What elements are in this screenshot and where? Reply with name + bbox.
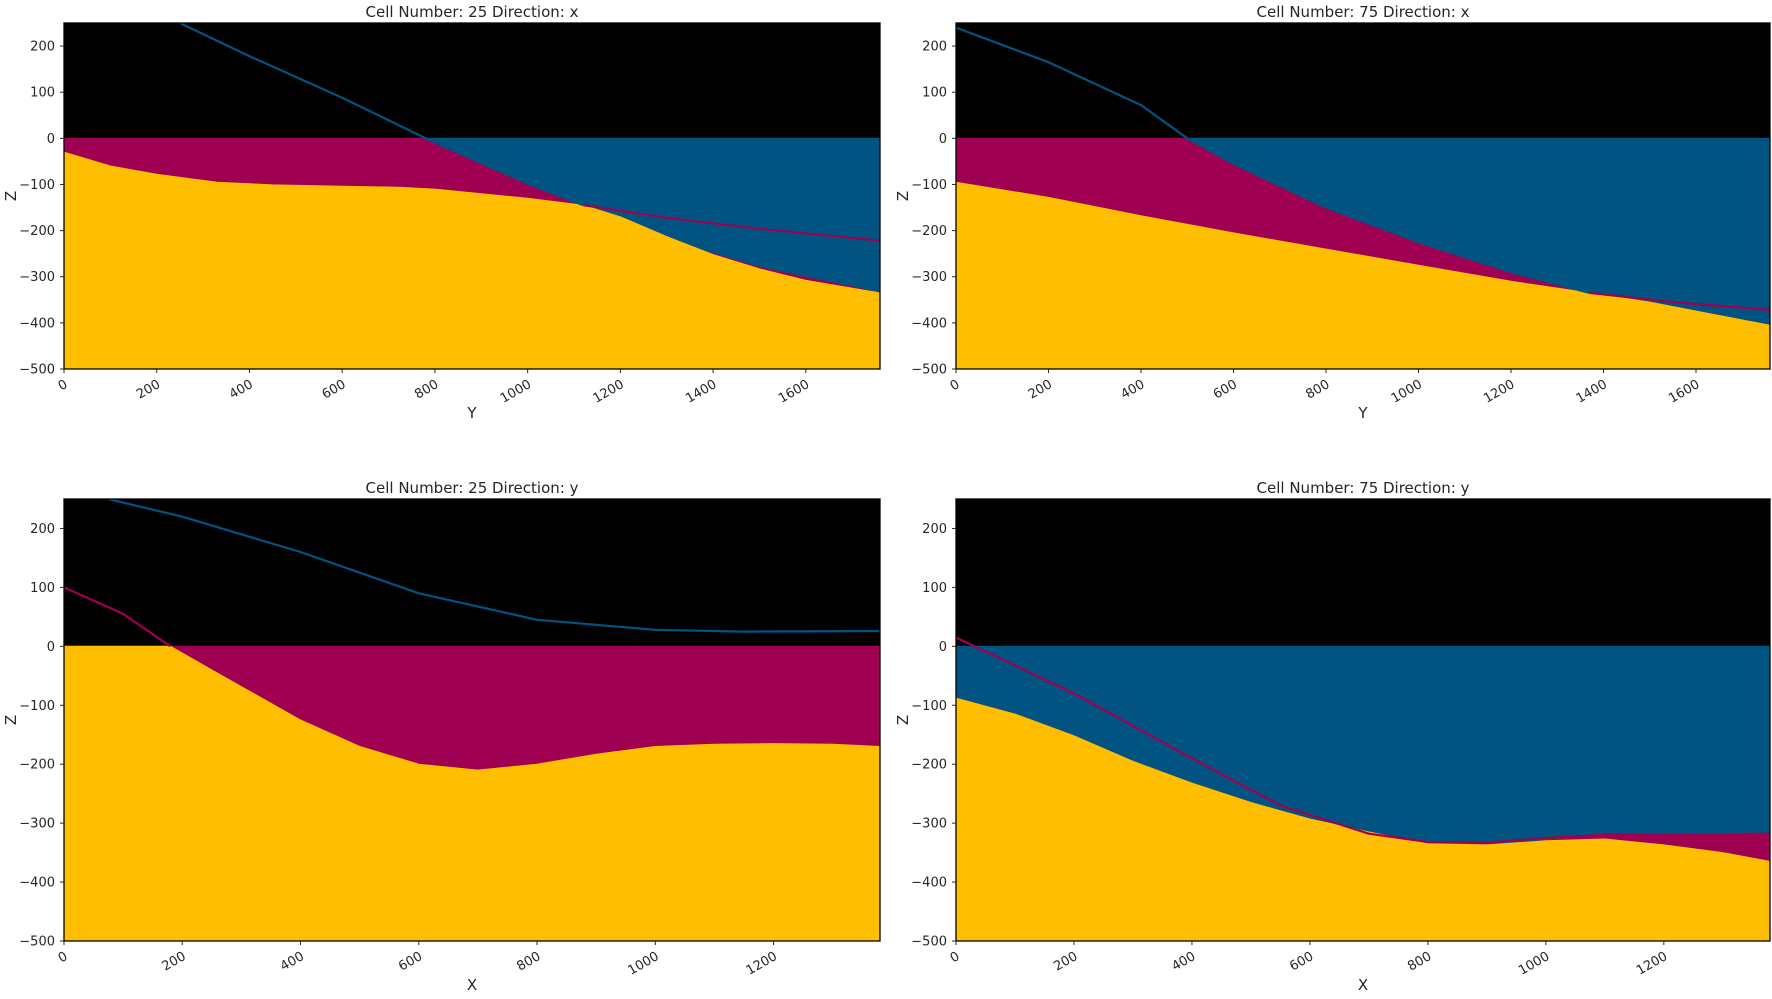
chart-0-region-3 (64, 151, 880, 369)
chart-2-ytick-label: −500 (19, 935, 55, 950)
chart-2-ytick-label: −100 (19, 699, 55, 714)
chart-3-ytick-label: −200 (911, 758, 947, 773)
chart-0-xlabel: Y (466, 404, 477, 422)
chart-2-ylabel: Z (2, 715, 20, 725)
chart-1-ylabel: Z (894, 191, 912, 201)
chart-2-ytick-label: 200 (30, 522, 55, 537)
chart-1-plot-area (956, 23, 1770, 369)
chart-3-ytick-label: 200 (922, 522, 947, 537)
chart-1-xlabel: Y (1357, 404, 1368, 422)
chart-3-ytick-label: −100 (911, 699, 947, 714)
chart-3-plot-area (956, 499, 1770, 941)
chart-1-ytick-label: 200 (922, 40, 947, 55)
chart-2-region-2 (64, 645, 880, 941)
chart-1-region-3 (956, 181, 1770, 369)
chart-3-frame (955, 498, 1771, 942)
chart-2-line-0 (108, 499, 880, 633)
chart-0-plot-area (64, 23, 880, 369)
chart-0-line-1 (583, 204, 880, 242)
chart-2-title: Cell Number: 25 Direction: y (366, 479, 579, 497)
chart-0-ytick-label: −400 (19, 316, 55, 331)
chart-3-ytick-label: −400 (911, 876, 947, 891)
chart-0-ytick-label: −100 (19, 178, 55, 193)
chart-1-ytick-label: −200 (911, 224, 947, 239)
chart-1-title: Cell Number: 75 Direction: x (1257, 3, 1470, 21)
chart-0-ytick-label: −200 (19, 224, 55, 239)
chart-2-frame (63, 498, 881, 942)
chart-0-title: Cell Number: 25 Direction: x (366, 3, 579, 21)
chart-3-title: Cell Number: 75 Direction: y (1257, 479, 1470, 497)
chart-0-ytick-label: 100 (30, 86, 55, 101)
chart-0-region-0 (64, 23, 880, 139)
chart-1-ytick-label: −300 (911, 270, 947, 285)
chart-3-xlabel: X (1358, 976, 1368, 994)
chart-1-line-0 (956, 26, 1590, 294)
chart-2-ytick-label: −200 (19, 758, 55, 773)
chart-3-ytick-label: −300 (911, 817, 947, 832)
chart-1-ytick-label: 0 (939, 132, 947, 147)
chart-0-ytick-label: −300 (19, 270, 55, 285)
chart-2-ytick-label: 100 (30, 581, 55, 596)
chart-3-ytick-label: 0 (939, 640, 947, 655)
chart-2-ytick-label: −400 (19, 876, 55, 891)
chart-3-ylabel: Z (894, 715, 912, 725)
chart-2-region-0 (64, 499, 880, 647)
chart-0-frame (63, 22, 881, 370)
chart-0-ytick-label: 0 (47, 132, 55, 147)
chart-2-line-1 (64, 586, 172, 648)
chart-3-line-0 (956, 636, 1770, 844)
chart-0-ytick-label: −500 (19, 363, 55, 378)
chart-2-ytick-label: 0 (47, 640, 55, 655)
chart-1-region-0 (956, 23, 1770, 139)
chart-2-ytick-label: −300 (19, 817, 55, 832)
chart-1-ytick-label: −100 (911, 178, 947, 193)
chart-0-ytick-label: 200 (30, 40, 55, 55)
chart-0-line-0 (179, 23, 584, 207)
chart-1-ytick-label: 100 (922, 86, 947, 101)
chart-2-xlabel: X (467, 976, 477, 994)
chart-3-ytick-label: −500 (911, 935, 947, 950)
chart-2-plot-area (64, 499, 880, 941)
chart-3-ytick-label: 100 (922, 581, 947, 596)
chart-1-ytick-label: −400 (911, 316, 947, 331)
chart-0-ylabel: Z (2, 191, 20, 201)
chart-1-ytick-label: −500 (911, 363, 947, 378)
chart-1-line-1 (1589, 291, 1770, 311)
chart-3-region-0 (956, 499, 1770, 647)
chart-1-frame (955, 22, 1771, 370)
